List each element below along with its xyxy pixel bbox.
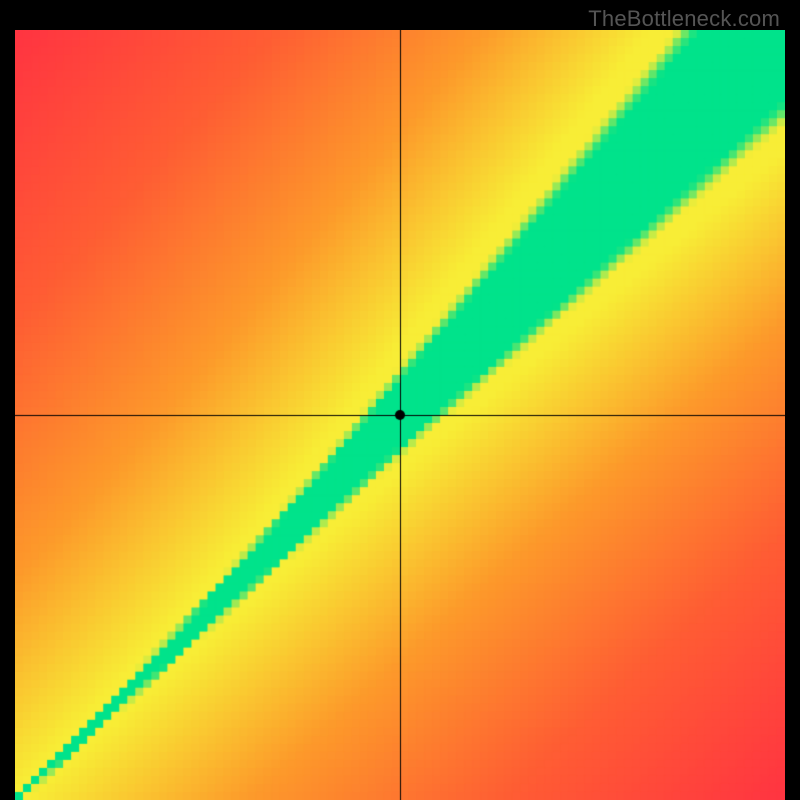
bottleneck-heatmap (15, 30, 785, 800)
watermark-text: TheBottleneck.com (588, 6, 780, 32)
